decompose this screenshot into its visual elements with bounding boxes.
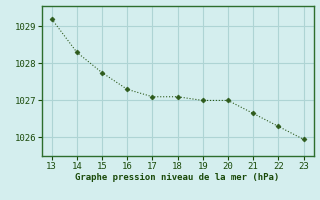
X-axis label: Graphe pression niveau de la mer (hPa): Graphe pression niveau de la mer (hPa)	[76, 173, 280, 182]
